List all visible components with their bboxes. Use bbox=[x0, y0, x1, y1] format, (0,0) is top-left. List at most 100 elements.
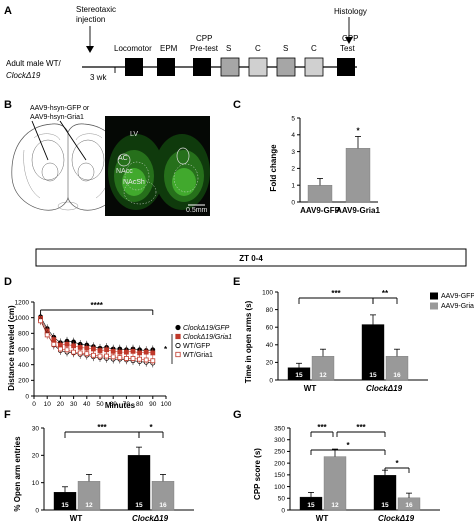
chart-d-point bbox=[44, 332, 50, 338]
chart-d-xtick-label: 30 bbox=[70, 401, 78, 408]
chart-c-category-label: AAV9-Gria1 bbox=[336, 206, 380, 215]
chart-g-ytick-label: 150 bbox=[274, 472, 285, 479]
chart-d-legend-marker bbox=[175, 351, 181, 358]
chart-d-ytick-label: 600 bbox=[18, 346, 29, 353]
chart-c-ytick-label: 3 bbox=[291, 149, 295, 156]
chart-d-xtick-label: 0 bbox=[32, 401, 36, 408]
step-cpp-test-label-1: CPP bbox=[342, 34, 358, 43]
chart-g-sig-3-label: * bbox=[346, 441, 350, 450]
chart-d-ytick-label: 0 bbox=[25, 393, 29, 400]
chart-e-n-label: 15 bbox=[369, 372, 377, 379]
step-c1-label: C bbox=[255, 44, 261, 53]
chart-c-ytick-label: 5 bbox=[291, 115, 295, 122]
chart-d: 0 200 400 600 800 1000 1200 0 10 20 30 40 50 60 70 80 90… bbox=[15, 299, 172, 408]
chart-d-point bbox=[38, 318, 43, 324]
chart-d-xtick-label: 70 bbox=[123, 401, 131, 408]
chart-e-legend-swatch bbox=[430, 302, 438, 310]
chart-g-ytick-label: 350 bbox=[274, 425, 285, 432]
chart-c-ylabel: Fold change bbox=[269, 144, 278, 192]
chart-f-n-label: 15 bbox=[135, 502, 143, 509]
chart-d-legend-label: WT/GFP bbox=[183, 343, 211, 350]
chart-d-sig-main: **** bbox=[90, 301, 103, 310]
zt-banner-box bbox=[35, 248, 467, 267]
chart-c-bar bbox=[307, 184, 333, 203]
chart-d-point bbox=[124, 349, 129, 355]
region-ac-label: AC bbox=[118, 155, 128, 162]
chart-d-xtick-label: 100 bbox=[161, 401, 172, 408]
chart-d-legend-label: ClockΔ19/Gria1 bbox=[183, 334, 232, 341]
chart-f-ytick-label: 30 bbox=[32, 425, 40, 432]
step-cpp-pre-label-2: Pre-test bbox=[190, 44, 219, 53]
chart-d-xtick-label: 90 bbox=[149, 401, 157, 408]
chart-g-ytick-label: 100 bbox=[274, 484, 285, 491]
chart-e-ytick-label: 20 bbox=[266, 360, 274, 367]
injection-arrowhead bbox=[86, 46, 94, 53]
chart-d-point bbox=[97, 353, 103, 359]
chart-g-ytick-label: 300 bbox=[274, 437, 285, 444]
chart-g-sig-2-label: *** bbox=[356, 423, 366, 432]
chart-d-point bbox=[150, 350, 156, 356]
chart-d-point bbox=[130, 348, 136, 354]
chart-e-ytick-label: 40 bbox=[266, 342, 274, 349]
fluorescence-micrograph bbox=[105, 116, 210, 216]
chart-g-sig-1-label: *** bbox=[317, 423, 327, 432]
chart-e-n-label: 16 bbox=[393, 372, 401, 379]
step-c1-box bbox=[248, 57, 268, 77]
panel-label-e: E bbox=[233, 276, 240, 288]
step-epm-label: EPM bbox=[160, 44, 178, 53]
chart-d-sig-group: * bbox=[164, 345, 168, 354]
subject-label-line1: Adult male WT/ bbox=[6, 59, 61, 68]
chart-d-point bbox=[71, 343, 76, 349]
chart-d-xtick-label: 60 bbox=[110, 401, 118, 408]
panel-label-b: B bbox=[4, 99, 12, 111]
chart-c-sig: * bbox=[356, 126, 360, 135]
chart-d-point bbox=[137, 350, 143, 356]
chart-d-point bbox=[150, 358, 156, 364]
chart-d-point bbox=[71, 349, 76, 355]
chart-f-sig-2-label: * bbox=[149, 423, 153, 432]
chart-d-point bbox=[104, 353, 109, 359]
chart-d-point bbox=[58, 346, 63, 352]
chart-g-n-label: 15 bbox=[381, 502, 389, 509]
injection-label-line2: injection bbox=[76, 15, 105, 24]
chart-e-ytick-label: 0 bbox=[269, 377, 273, 384]
viral-label-line1: AAV9-hsyn-GFP or bbox=[30, 105, 90, 112]
chart-d-point bbox=[143, 357, 149, 363]
chart-f-sig-1-label: *** bbox=[97, 423, 107, 432]
step-c2-label: C bbox=[311, 44, 317, 53]
step-cpp-pre-label-1: CPP bbox=[196, 34, 212, 43]
chart-c-ytick-label: 1 bbox=[291, 183, 295, 190]
step-cpp-test-label-2: Test bbox=[340, 44, 355, 53]
chart-d-point bbox=[117, 355, 123, 361]
chart-f-ytick-label: 10 bbox=[32, 480, 40, 487]
chart-c-ytick-label: 2 bbox=[291, 166, 295, 173]
chart-d-point bbox=[51, 341, 57, 347]
chart-e-n-label: 12 bbox=[319, 372, 327, 379]
scale-bar-label: 0.5mm bbox=[186, 207, 208, 214]
chart-f-ytick-label: 0 bbox=[35, 507, 39, 514]
chart-d-xtick-label: 50 bbox=[96, 401, 104, 408]
chart-e-legend-label: AAV9-GFP bbox=[441, 293, 474, 300]
chart-d-point bbox=[124, 355, 129, 361]
panel-label-d: D bbox=[4, 276, 12, 288]
step-cpp-test-box bbox=[337, 58, 355, 76]
chart-d-xtick-label: 10 bbox=[44, 401, 52, 408]
chart-g-ytick-label: 200 bbox=[274, 460, 285, 467]
chart-d-xtick-label: 80 bbox=[136, 401, 144, 408]
chart-c-ytick-label: 4 bbox=[291, 132, 295, 139]
chart-d-point bbox=[84, 351, 90, 357]
chart-e-legend-swatch bbox=[430, 292, 438, 300]
histology-label: Histology bbox=[334, 7, 367, 16]
viral-label-line2: AAV9-hsyn-Gria1 bbox=[30, 114, 84, 121]
step-s1-box bbox=[220, 57, 240, 77]
chart-e-ytick-label: 80 bbox=[266, 307, 274, 314]
region-lv-label: LV bbox=[130, 131, 138, 138]
chart-g-category-label: WT bbox=[316, 514, 329, 523]
chart-e-sig-1-label: *** bbox=[331, 289, 341, 298]
chart-g-n-label: 12 bbox=[331, 502, 339, 509]
chart-d-series-line bbox=[40, 320, 153, 362]
step-epm-box bbox=[157, 58, 175, 76]
chart-d-point bbox=[91, 352, 96, 358]
